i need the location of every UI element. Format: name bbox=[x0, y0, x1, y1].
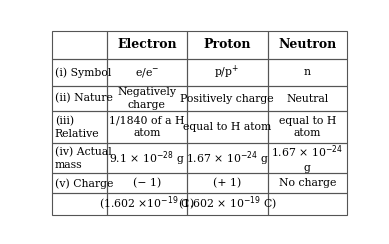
Text: 1.67 × 10$^{-24}$ g: 1.67 × 10$^{-24}$ g bbox=[186, 149, 268, 168]
Bar bbox=[52, 86, 107, 111]
Bar bbox=[268, 173, 347, 193]
Text: No charge: No charge bbox=[279, 178, 336, 188]
Text: Negatively
charge: Negatively charge bbox=[117, 87, 176, 110]
Text: (iv) Actual
mass: (iv) Actual mass bbox=[54, 147, 111, 170]
Text: (1.602 ×10$^{-19}$ C): (1.602 ×10$^{-19}$ C) bbox=[99, 195, 194, 214]
Bar bbox=[107, 173, 187, 193]
Text: Neutral: Neutral bbox=[286, 94, 328, 103]
Bar bbox=[107, 86, 187, 111]
Text: Positively charge: Positively charge bbox=[180, 94, 274, 103]
Text: e/e$^{-}$: e/e$^{-}$ bbox=[135, 66, 159, 79]
Bar bbox=[52, 143, 107, 173]
Bar bbox=[52, 59, 107, 86]
Text: 1.67 × 10$^{-24}$
g: 1.67 × 10$^{-24}$ g bbox=[272, 144, 343, 173]
Bar bbox=[107, 193, 187, 215]
Bar bbox=[187, 143, 268, 173]
Bar bbox=[268, 193, 347, 215]
Text: (− 1): (− 1) bbox=[133, 178, 161, 189]
Text: (iii)
Relative: (iii) Relative bbox=[54, 116, 99, 139]
Bar bbox=[52, 31, 107, 59]
Bar bbox=[187, 59, 268, 86]
Bar bbox=[52, 193, 107, 215]
Text: Neutron: Neutron bbox=[278, 38, 336, 51]
Bar bbox=[52, 173, 107, 193]
Bar bbox=[107, 31, 187, 59]
Text: (v) Charge: (v) Charge bbox=[54, 178, 113, 189]
Bar bbox=[268, 31, 347, 59]
Bar bbox=[107, 143, 187, 173]
Text: (ii) Nature: (ii) Nature bbox=[54, 93, 112, 104]
Bar bbox=[187, 31, 268, 59]
Text: p/p$^{+}$: p/p$^{+}$ bbox=[214, 64, 240, 81]
Bar bbox=[187, 111, 268, 143]
Text: 1/1840 of a H
atom: 1/1840 of a H atom bbox=[109, 116, 185, 138]
Bar bbox=[52, 111, 107, 143]
Text: (+ 1): (+ 1) bbox=[213, 178, 241, 189]
Bar bbox=[268, 111, 347, 143]
Bar bbox=[187, 173, 268, 193]
Bar bbox=[107, 111, 187, 143]
Bar bbox=[187, 193, 268, 215]
Text: equal to H
atom: equal to H atom bbox=[279, 116, 336, 138]
Text: Proton: Proton bbox=[203, 38, 251, 51]
Text: n: n bbox=[304, 67, 311, 77]
Bar bbox=[268, 59, 347, 86]
Text: (1.602 × 10$^{-19}$ C): (1.602 × 10$^{-19}$ C) bbox=[178, 195, 277, 214]
Text: (i) Symbol: (i) Symbol bbox=[54, 67, 111, 78]
Bar bbox=[187, 86, 268, 111]
Bar bbox=[107, 59, 187, 86]
Text: equal to H atom: equal to H atom bbox=[183, 122, 271, 132]
Bar bbox=[268, 86, 347, 111]
Text: 9.1 × 10$^{-28}$ g: 9.1 × 10$^{-28}$ g bbox=[109, 149, 185, 168]
Bar bbox=[268, 143, 347, 173]
Text: Electron: Electron bbox=[117, 38, 177, 51]
